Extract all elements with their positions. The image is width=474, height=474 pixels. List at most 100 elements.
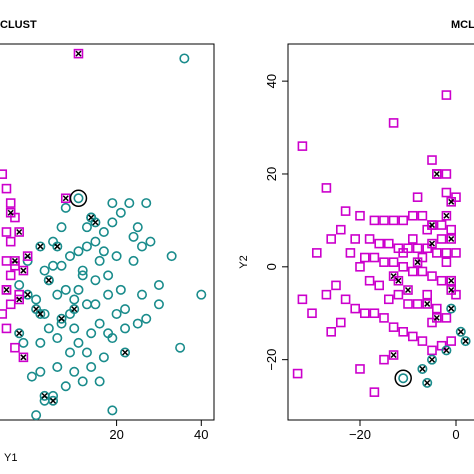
point-circle-x-1-6 xyxy=(69,304,80,315)
point-square-0-65 xyxy=(326,327,337,337)
plot-frame-clust xyxy=(0,43,215,421)
point-square-0-55 xyxy=(398,327,409,337)
point-square-x-1-12 xyxy=(422,299,433,309)
point-big-circle-dot-4-0 xyxy=(69,189,88,208)
point-circle-0-15 xyxy=(103,289,114,300)
point-circle-x-1-8 xyxy=(39,390,50,401)
point-circle-0-2 xyxy=(166,251,177,262)
point-square-0-67 xyxy=(321,289,332,300)
point-square-x-1-5 xyxy=(427,238,437,249)
point-circle-0-71 xyxy=(128,231,139,242)
point-circle-0-7 xyxy=(132,318,143,329)
point-circle-0-74 xyxy=(153,280,164,291)
point-circle-x-1-1 xyxy=(90,217,101,228)
point-square-x-1-0 xyxy=(431,169,442,179)
point-square-0-17 xyxy=(417,210,428,221)
point-circle-0-0 xyxy=(179,53,190,64)
point-square-2-1 xyxy=(1,183,12,194)
point-circle-x-1-3 xyxy=(43,275,54,286)
point-circle-0-62 xyxy=(73,337,84,348)
point-square-2-4 xyxy=(1,227,12,237)
point-circle-0-63 xyxy=(18,337,29,348)
point-circle-0-78 xyxy=(98,246,109,257)
point-square-0-49 xyxy=(340,294,351,305)
point-square-0-60 xyxy=(446,336,457,346)
point-square-0-53 xyxy=(379,313,389,323)
point-circle-x-2-3 xyxy=(441,345,452,356)
point-square-0-58 xyxy=(427,345,437,356)
point-square-x-3-2 xyxy=(5,207,16,218)
point-square-0-33 xyxy=(451,248,461,258)
point-circle-0-10 xyxy=(111,308,122,319)
point-square-0-19 xyxy=(436,220,447,230)
point-circle-0-23 xyxy=(43,323,54,334)
point-circle-0-41 xyxy=(115,207,126,218)
point-square-0-3 xyxy=(427,155,437,165)
point-square-0-24 xyxy=(364,234,375,244)
point-square-x-1-6 xyxy=(412,257,423,267)
point-circle-0-59 xyxy=(31,410,42,421)
point-circle-0-77 xyxy=(56,222,67,233)
point-square-0-79 xyxy=(436,234,447,244)
point-circle-0-46 xyxy=(103,270,114,281)
point-circle-0-1 xyxy=(137,241,148,252)
point-square-x-3-3 xyxy=(14,227,24,237)
point-square-0-31 xyxy=(431,248,442,258)
point-circle-0-69 xyxy=(77,265,88,276)
point-square-0-63 xyxy=(379,354,389,365)
point-square-0-11 xyxy=(355,210,365,221)
point-square-0-69 xyxy=(393,289,404,300)
y-axis-label-mcl: Y2 xyxy=(238,255,250,268)
point-square-0-42 xyxy=(417,266,428,277)
point-circle-0-66 xyxy=(14,280,25,291)
point-circle-x-1-2 xyxy=(52,241,63,252)
point-circle-x-2-5 xyxy=(417,363,428,374)
point-circle-0-27 xyxy=(69,294,80,305)
point-square-0-1 xyxy=(388,118,399,128)
point-square-0-16 xyxy=(407,210,418,221)
point-circle-0-33 xyxy=(48,260,59,271)
point-square-x-3-5 xyxy=(18,265,29,276)
point-square-2-6 xyxy=(1,256,12,266)
point-circle-x-2-1 xyxy=(455,326,466,337)
point-square-2-14 xyxy=(10,342,20,353)
point-square-x-1-11 xyxy=(446,285,457,295)
point-square-0-26 xyxy=(383,238,394,249)
point-square-0-85 xyxy=(441,257,452,267)
point-circle-0-12 xyxy=(86,328,97,339)
point-circle-0-13 xyxy=(81,347,92,358)
point-square-x-3-9 xyxy=(18,352,29,363)
point-square-x-3-7 xyxy=(1,285,12,295)
point-circle-0-45 xyxy=(81,222,92,233)
point-circle-0-68 xyxy=(60,202,71,213)
point-square-x-3-1 xyxy=(60,193,71,204)
point-circle-0-3 xyxy=(196,289,207,300)
point-square-x-1-14 xyxy=(388,350,399,360)
point-circle-0-49 xyxy=(77,270,88,281)
point-square-2-11 xyxy=(5,299,16,310)
point-square-0-37 xyxy=(369,252,380,263)
point-square-0-41 xyxy=(407,266,418,277)
point-circle-x-1-10 xyxy=(35,308,46,319)
point-square-0-9 xyxy=(412,192,423,202)
panel-title-clust: CLUST xyxy=(0,19,37,31)
point-square-x-1-9 xyxy=(403,285,413,295)
point-circle-0-37 xyxy=(81,241,92,252)
point-square-x-1-4 xyxy=(446,234,457,244)
axes-mcl: −20 0 −20 0 20 40 xyxy=(264,74,460,442)
point-circle-0-29 xyxy=(60,284,71,295)
point-circle-0-39 xyxy=(98,227,109,238)
point-circle-0-30 xyxy=(52,289,63,300)
point-circle-0-16 xyxy=(98,352,109,363)
point-circle-0-72 xyxy=(137,289,148,300)
point-square-0-23 xyxy=(350,234,361,244)
point-circle-0-8 xyxy=(120,323,131,334)
points-clust xyxy=(0,48,207,421)
point-circle-0-17 xyxy=(77,376,88,387)
point-circle-0-28 xyxy=(73,284,84,295)
point-circle-x-2-4 xyxy=(426,354,437,365)
point-square-0-51 xyxy=(359,308,370,319)
point-square-0-54 xyxy=(388,322,399,332)
point-circle-x-1-9 xyxy=(14,328,25,339)
point-square-0-56 xyxy=(407,331,418,342)
